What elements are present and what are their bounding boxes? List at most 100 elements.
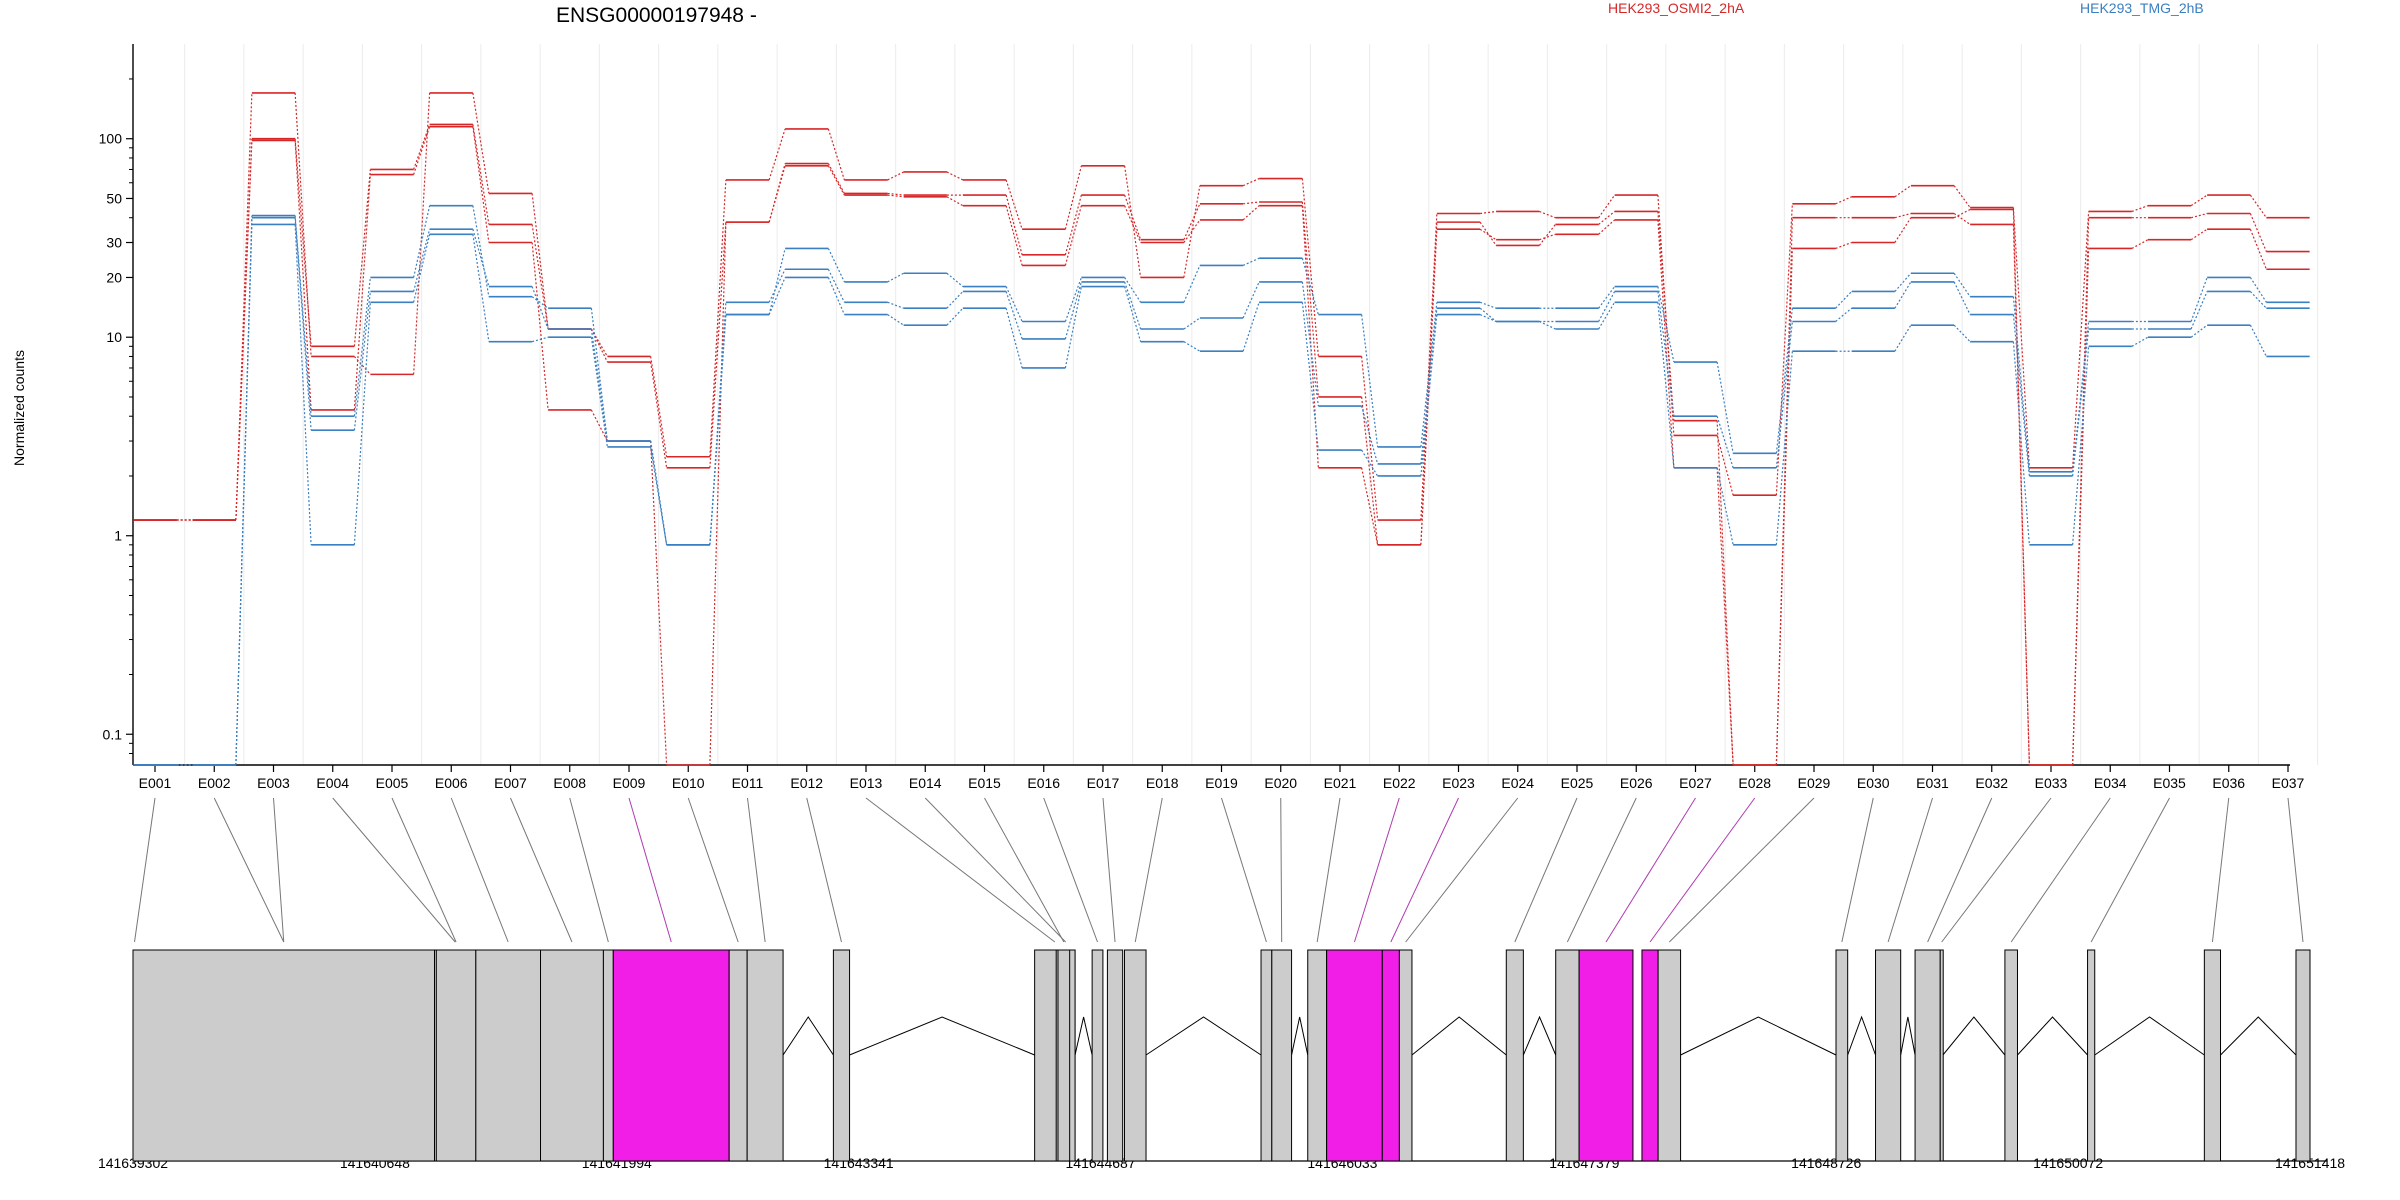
- series-transition: [1598, 301, 1616, 330]
- series-transition: [1479, 228, 1497, 241]
- intron: [1411, 1016, 1507, 1056]
- series-transition: [294, 138, 312, 347]
- exon-connector: [984, 797, 1065, 943]
- series-transition: [1894, 185, 1912, 198]
- intron: [1291, 1016, 1309, 1056]
- series-transition: [1361, 396, 1379, 545]
- exon-E036: [2203, 949, 2222, 1162]
- series-transition: [1479, 307, 1497, 322]
- exon-E021: [1307, 949, 1328, 1162]
- exon-connector: [865, 797, 1056, 943]
- series-transition: [1894, 272, 1912, 292]
- series-transition: [413, 205, 431, 278]
- exon-connector: [1887, 797, 1933, 943]
- exon-E003: [132, 949, 436, 1162]
- exon-E017: [1106, 949, 1124, 1162]
- series-transition: [353, 174, 371, 411]
- series-transition: [353, 277, 371, 417]
- series-transition: [1183, 203, 1201, 240]
- exon-E030: [1835, 949, 1849, 1162]
- series-transition: [1183, 219, 1201, 243]
- series-transition: [1301, 302, 1319, 451]
- series-transition: [709, 222, 727, 766]
- series-transition: [1657, 219, 1675, 468]
- series-transition: [1183, 265, 1201, 303]
- exon-E026: [1555, 949, 1580, 1162]
- series-transition: [827, 163, 845, 194]
- series-transition: [531, 242, 549, 411]
- exon-E009: [612, 949, 730, 1162]
- x-tick-label: E032: [1975, 775, 2008, 791]
- series-transition: [1835, 196, 1852, 205]
- series-transition: [2072, 211, 2090, 468]
- series-transition: [827, 165, 845, 196]
- exon-connector: [2287, 797, 2304, 943]
- series-transition: [1064, 286, 1082, 369]
- exon-connector: [332, 797, 456, 943]
- series-transition: [2190, 291, 2208, 330]
- exon-E024: [1398, 949, 1413, 1162]
- series-transition: [472, 126, 490, 243]
- y-tick-label: 30: [106, 235, 122, 251]
- series-transition: [650, 356, 668, 457]
- series-transition: [1539, 233, 1556, 241]
- y-tick-label: 10: [106, 329, 122, 345]
- series-transition: [1657, 211, 1675, 421]
- series-transition: [1124, 205, 1142, 243]
- series-transition: [946, 196, 964, 207]
- x-tick-label: E015: [968, 775, 1001, 791]
- x-tick-label: E017: [1087, 775, 1120, 791]
- series-transition: [2249, 194, 2267, 219]
- exon-E008: [602, 949, 614, 1162]
- exon-E034: [2004, 949, 2018, 1162]
- x-tick-label: E003: [257, 775, 290, 791]
- series-5: [133, 223, 2310, 766]
- exon-E023: [1381, 949, 1400, 1162]
- exon-connectors: [134, 797, 2304, 943]
- y-tick-label: 50: [106, 190, 122, 206]
- x-tick-label: E002: [198, 775, 231, 791]
- exon-connector: [924, 797, 1066, 943]
- x-tick-label: E036: [2212, 775, 2245, 791]
- series-0: [133, 92, 2310, 521]
- y-tick-label: 1: [114, 528, 122, 544]
- series-transition: [709, 314, 727, 545]
- exon-E037: [2295, 949, 2311, 1162]
- x-tick-label: E029: [1798, 775, 1831, 791]
- exon-E031: [1875, 949, 1902, 1162]
- series-transition: [1361, 467, 1379, 545]
- series-transition: [294, 217, 312, 431]
- series-transition: [531, 336, 549, 343]
- series-transition: [472, 205, 490, 297]
- series-transition: [768, 128, 786, 181]
- exon-connector: [1043, 797, 1098, 943]
- series-transition: [1301, 178, 1319, 357]
- legend-entry-osmi2: HEK293_OSMI2_2hA: [1608, 0, 1745, 16]
- series-transition: [768, 248, 786, 315]
- intron: [2094, 1016, 2205, 1056]
- series-transition: [531, 224, 549, 330]
- series-transition: [1539, 320, 1556, 330]
- series-transition: [2131, 205, 2149, 213]
- series-transition: [1005, 286, 1023, 322]
- x-tick-label: E004: [316, 775, 349, 791]
- series-transition: [353, 169, 371, 347]
- series-transition: [1183, 317, 1201, 330]
- exon-connector: [1649, 797, 1756, 943]
- coordinate-label: 141651418: [2275, 1155, 2345, 1171]
- exon-connector: [1405, 797, 1519, 943]
- intron: [2220, 1016, 2297, 1056]
- exon-connector: [391, 797, 457, 943]
- series-transition: [294, 224, 312, 545]
- gridlines: [184, 44, 2319, 765]
- series-transition: [2072, 346, 2090, 545]
- series-transition: [1183, 341, 1201, 352]
- series-transition: [353, 302, 371, 545]
- series-transition: [531, 286, 549, 330]
- intron: [1900, 1016, 1916, 1056]
- x-tick-label: E034: [2094, 775, 2127, 791]
- x-tick-label: E016: [1027, 775, 1060, 791]
- series-transition: [590, 409, 608, 442]
- series-transition: [2012, 209, 2030, 766]
